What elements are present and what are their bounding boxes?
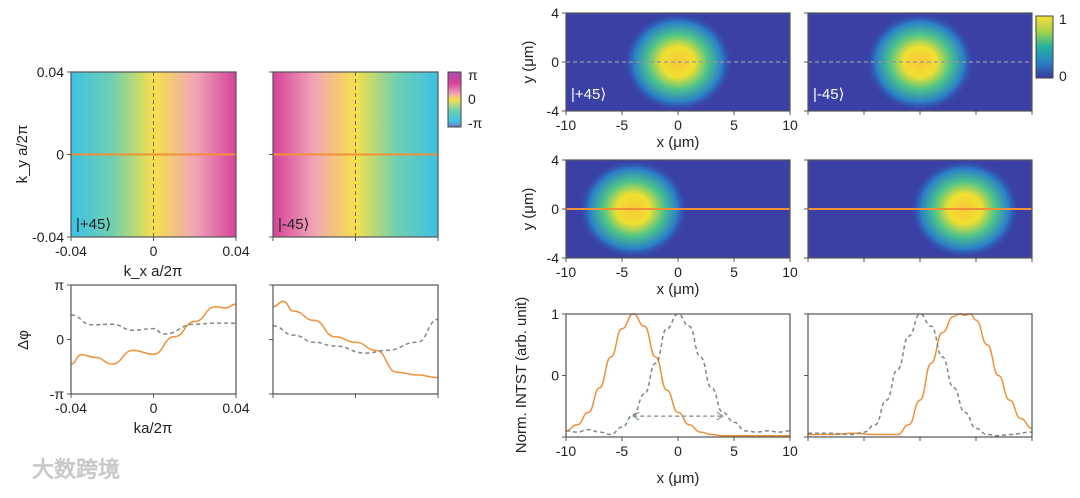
phase_map_p45-xtick-label: 0.04 <box>222 243 249 259</box>
phase-colorbar-tick: 0 <box>468 91 476 107</box>
int_map_p45-xtick-label: 10 <box>782 117 798 133</box>
int_map_shift_left-xtick-label: 0 <box>674 264 682 280</box>
phase-map-xlabel: k_x a/2π <box>124 263 183 280</box>
int_map_m45-label: |-45⟩ <box>813 86 844 103</box>
int_map_shift_left-ytick-label: 4 <box>551 152 559 168</box>
phase_map_m45-label: |-45⟩ <box>278 216 309 233</box>
phase-colorbar <box>447 71 462 128</box>
int_map_p45-ytick-label: 4 <box>551 5 559 21</box>
phase_cut_m45-series-dashed <box>272 318 439 354</box>
phase_cut_p45-xtick-label: -0.04 <box>55 400 87 416</box>
int_cut_left-xtick-label: 10 <box>782 443 798 459</box>
int_map_p45-xtick-label: -10 <box>556 117 576 133</box>
phase_map_p45-xtick-label: -0.04 <box>55 243 87 259</box>
phase-cut-xlabel: ka/2π <box>134 420 173 437</box>
phase_cut_m45-series-solid <box>272 300 439 379</box>
phase_cut_p45-ytick-label: -π <box>50 386 65 402</box>
int_cut_left-xtick-label: -10 <box>556 443 576 459</box>
int_cut_left-series-solid <box>565 313 790 437</box>
int_cut_left-xtick-label: 0 <box>674 443 682 459</box>
intensity-cut-ylabel: Norm. INTST (arb. unit) <box>513 297 530 453</box>
phase_cut_p45-series-dashed <box>70 314 236 335</box>
int_map_p45-ylabel: y (μm) <box>520 41 537 84</box>
phase_cut_p45-series-solid <box>70 303 237 365</box>
int_cut_left-frame <box>565 313 791 438</box>
intensity-cut-xlabel: x (μm) <box>657 470 700 487</box>
intensity-colorbar-tick: 1 <box>1059 11 1067 27</box>
shift-arrow-head-right <box>716 411 724 421</box>
phase_cut_p45-ytick-label: 0 <box>56 332 64 348</box>
int_map_shift_left-ylabel: y (μm) <box>520 188 537 231</box>
int_cut_left-xtick-label: 5 <box>730 443 738 459</box>
phase-colorbar-tick: -π <box>468 115 483 131</box>
int_map_p45-xtick-label: -5 <box>616 117 629 133</box>
int_cut_left-ytick-label: 1 <box>551 306 559 322</box>
int_map_p45-xtick-label: 0 <box>674 117 682 133</box>
phase_cut_m45-frame <box>272 284 439 395</box>
int_map_shift_left-xtick-label: 10 <box>782 264 798 280</box>
int_cut_left-ytick-label: 0 <box>551 368 559 384</box>
phase_cut_p45-ytick-label: π <box>54 277 64 293</box>
int_map_shift_left-ytick-label: 0 <box>551 201 559 217</box>
phase-map-ylabel: k_y a/2π <box>14 125 31 184</box>
int_cut_right-series-solid <box>807 313 1033 436</box>
watermark: 大数跨境 <box>32 457 120 482</box>
phase_map_p45-ytick-label: 0.04 <box>37 64 64 80</box>
int_map_shift_left-ytick-label: -4 <box>547 250 560 266</box>
int_map_shift_left-xtick-label: 5 <box>730 264 738 280</box>
int_cut_left-xtick-label: -5 <box>616 443 629 459</box>
phase_map_p45-ytick-label: -0.04 <box>32 229 64 245</box>
int_map_shift_left-xlabel: x (μm) <box>657 281 700 298</box>
int_map_p45-ytick-label: 0 <box>551 54 559 70</box>
int_map_p45-xlabel: x (μm) <box>657 134 700 151</box>
int_map_shift_left-xtick-label: -10 <box>556 264 576 280</box>
phase-colorbar-tick: π <box>468 67 478 83</box>
phase_cut_p45-frame <box>70 284 237 395</box>
int_map_shift_left-xtick-label: -5 <box>616 264 629 280</box>
int_map_p45-label: |+45⟩ <box>571 86 606 103</box>
phase_map_p45-label: |+45⟩ <box>76 216 111 233</box>
phase_cut_p45-xtick-label: 0 <box>150 400 158 416</box>
phase_cut_p45-xtick-label: 0.04 <box>222 400 249 416</box>
phase-cut-ylabel: Δφ <box>15 330 32 350</box>
int_map_p45-ytick-label: -4 <box>547 103 560 119</box>
phase_map_p45-ytick-label: 0 <box>56 147 64 163</box>
intensity-colorbar <box>1035 15 1054 79</box>
phase_map_p45-xtick-label: 0 <box>150 243 158 259</box>
shift-arrow-head-left <box>632 411 640 421</box>
int_map_p45-xtick-label: 5 <box>730 117 738 133</box>
intensity-colorbar-tick: 0 <box>1059 68 1067 84</box>
